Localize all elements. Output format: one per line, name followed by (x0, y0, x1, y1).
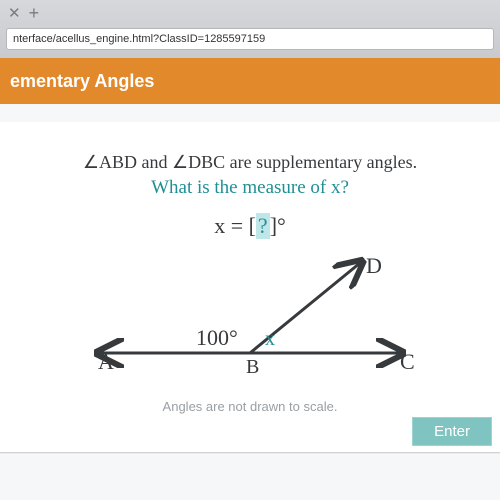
answer-input[interactable]: ? (256, 213, 270, 239)
point-C-label: C (400, 349, 415, 374)
close-icon[interactable]: ✕ (8, 4, 21, 22)
problem-question: What is the measure of x? (16, 177, 484, 199)
problem-card: ∠ABD and ∠DBC are supplementary angles. … (0, 122, 500, 452)
diagram-svg: A B C D 100° x (70, 253, 430, 393)
new-tab-icon[interactable]: + (29, 3, 40, 24)
angle-x-label: x (265, 328, 275, 350)
equation-suffix: ]° (270, 213, 286, 238)
enter-button[interactable]: Enter (412, 417, 492, 446)
problem-statement: ∠ABD and ∠DBC are supplementary angles. (16, 152, 484, 173)
equation-prefix: x = [ (214, 213, 256, 238)
equation: x = [?]° (16, 213, 484, 239)
lesson-title: ementary Angles (10, 71, 154, 92)
scale-note: Angles are not drawn to scale. (16, 399, 484, 414)
point-D-label: D (366, 253, 382, 278)
angle-diagram: A B C D 100° x (70, 253, 430, 393)
lesson-title-bar: ementary Angles (0, 58, 500, 104)
angle-100-label: 100° (196, 325, 238, 350)
point-B-label: B (246, 356, 259, 378)
tab-row: ✕ + (0, 0, 500, 26)
browser-chrome: ✕ + nterface/acellus_engine.html?ClassID… (0, 0, 500, 58)
point-A-label: A (98, 349, 114, 374)
address-bar[interactable]: nterface/acellus_engine.html?ClassID=128… (6, 28, 494, 50)
enter-row: Enter (412, 417, 492, 446)
